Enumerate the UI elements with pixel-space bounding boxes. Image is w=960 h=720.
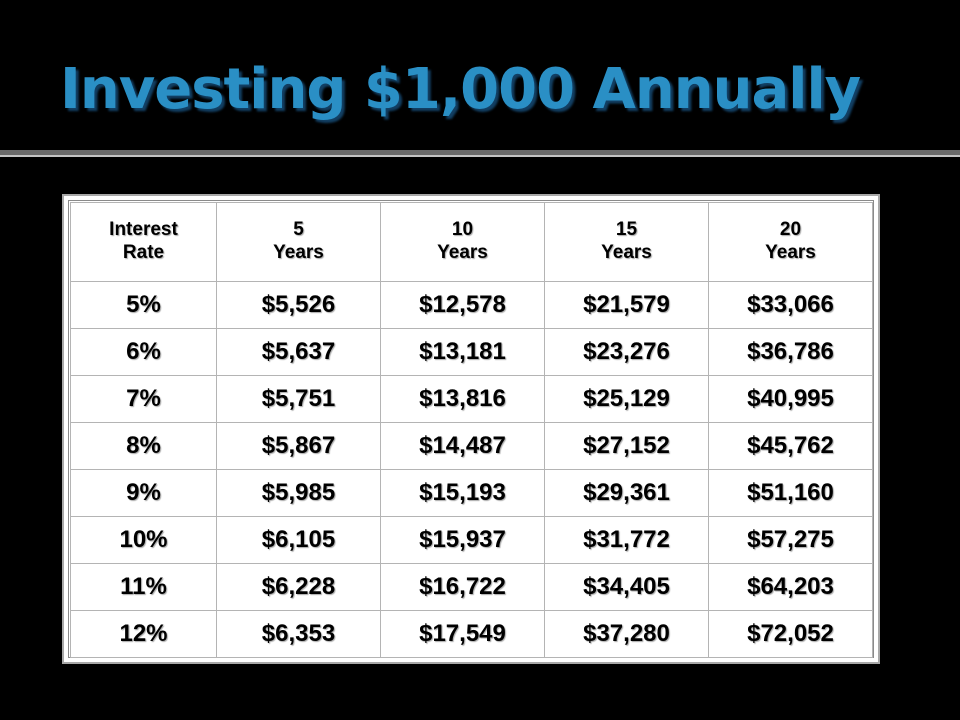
header-line: Rate — [122, 242, 165, 263]
rate-cell: 11% — [70, 563, 217, 611]
value-cell-20-years: $45,762 — [708, 422, 873, 470]
header-line: Years — [765, 242, 816, 263]
table-frame: Interest Rate 5 Years 10 Years 15 Years … — [62, 194, 880, 664]
value-cell-20-years: $36,786 — [708, 328, 873, 376]
table-row: 7% $5,751 $13,816 $25,129 $40,995 — [70, 375, 873, 423]
rate-cell: 8% — [70, 422, 217, 470]
value-cell-10-years: $15,193 — [380, 469, 545, 517]
value-cell-15-years: $29,361 — [544, 469, 709, 517]
table-header-row: Interest Rate 5 Years 10 Years 15 Years … — [70, 202, 873, 282]
value-cell-20-years: $33,066 — [708, 281, 873, 329]
value-cell-10-years: $13,816 — [380, 375, 545, 423]
table-row: 5% $5,526 $12,578 $21,579 $33,066 — [70, 281, 873, 329]
value-cell-5-years: $5,985 — [216, 469, 381, 517]
value-cell-15-years: $23,276 — [544, 328, 709, 376]
rate-cell: 12% — [70, 610, 217, 658]
table-row: 10% $6,105 $15,937 $31,772 $57,275 — [70, 516, 873, 564]
value-cell-5-years: $5,751 — [216, 375, 381, 423]
value-cell-15-years: $34,405 — [544, 563, 709, 611]
value-cell-10-years: $12,578 — [380, 281, 545, 329]
title-divider-light — [0, 155, 960, 157]
value-cell-15-years: $37,280 — [544, 610, 709, 658]
rate-cell: 5% — [70, 281, 217, 329]
value-cell-10-years: $17,549 — [380, 610, 545, 658]
table-row: 12% $6,353 $17,549 $37,280 $72,052 — [70, 610, 873, 658]
header-20-years: 20 Years — [708, 202, 873, 282]
header-line: Interest — [109, 219, 178, 241]
header-5-years: 5 Years — [216, 202, 381, 282]
header-line: Years — [273, 242, 324, 263]
value-cell-10-years: $14,487 — [380, 422, 545, 470]
investment-table: Interest Rate 5 Years 10 Years 15 Years … — [70, 202, 873, 658]
value-cell-20-years: $64,203 — [708, 563, 873, 611]
rate-cell: 7% — [70, 375, 217, 423]
value-cell-20-years: $51,160 — [708, 469, 873, 517]
value-cell-20-years: $40,995 — [708, 375, 873, 423]
rate-cell: 9% — [70, 469, 217, 517]
header-line: Years — [437, 242, 488, 263]
value-cell-20-years: $72,052 — [708, 610, 873, 658]
header-line: 20 — [779, 219, 802, 241]
header-line: Years — [601, 242, 652, 263]
value-cell-5-years: $6,105 — [216, 516, 381, 564]
table-row: 6% $5,637 $13,181 $23,276 $36,786 — [70, 328, 873, 376]
value-cell-5-years: $5,867 — [216, 422, 381, 470]
header-15-years: 15 Years — [544, 202, 709, 282]
title-bar: Investing $1,000 Annually — [0, 0, 960, 150]
header-line: 15 — [615, 219, 638, 241]
value-cell-20-years: $57,275 — [708, 516, 873, 564]
table-row: 11% $6,228 $16,722 $34,405 $64,203 — [70, 563, 873, 611]
table-row: 8% $5,867 $14,487 $27,152 $45,762 — [70, 422, 873, 470]
header-interest-rate: Interest Rate — [70, 202, 217, 282]
value-cell-15-years: $31,772 — [544, 516, 709, 564]
value-cell-10-years: $16,722 — [380, 563, 545, 611]
value-cell-5-years: $6,228 — [216, 563, 381, 611]
header-10-years: 10 Years — [380, 202, 545, 282]
value-cell-15-years: $25,129 — [544, 375, 709, 423]
rate-cell: 10% — [70, 516, 217, 564]
rate-cell: 6% — [70, 328, 217, 376]
value-cell-10-years: $13,181 — [380, 328, 545, 376]
value-cell-5-years: $5,637 — [216, 328, 381, 376]
value-cell-10-years: $15,937 — [380, 516, 545, 564]
header-line: 10 — [451, 219, 474, 241]
slide-title: Investing $1,000 Annually — [60, 57, 861, 122]
value-cell-5-years: $5,526 — [216, 281, 381, 329]
table-row: 9% $5,985 $15,193 $29,361 $51,160 — [70, 469, 873, 517]
value-cell-5-years: $6,353 — [216, 610, 381, 658]
value-cell-15-years: $21,579 — [544, 281, 709, 329]
header-line: 5 — [293, 219, 304, 241]
title-divider-dark — [0, 150, 960, 155]
value-cell-15-years: $27,152 — [544, 422, 709, 470]
